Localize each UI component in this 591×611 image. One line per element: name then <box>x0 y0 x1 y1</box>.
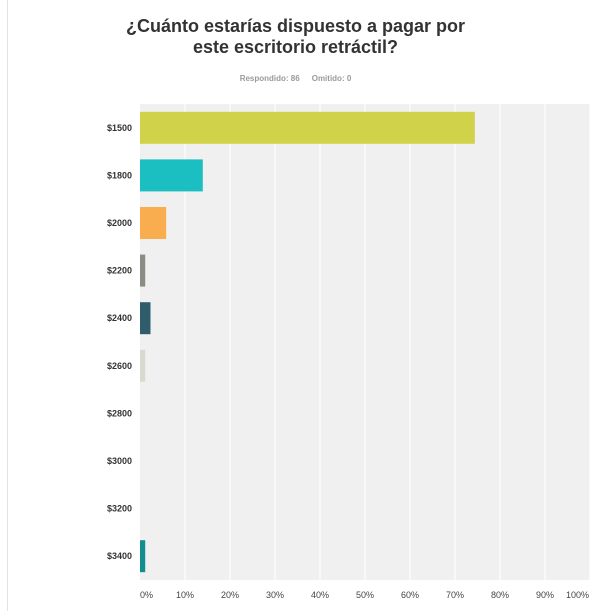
category-label-3000: $3000 <box>107 456 132 466</box>
chart-title: ¿Cuánto estarías dispuesto a pagar por e… <box>0 16 591 58</box>
x-tick-label-10: 10% <box>176 590 194 600</box>
chart-title-line-1: ¿Cuánto estarías dispuesto a pagar por <box>125 16 466 36</box>
x-tick-label-100: 100% <box>566 590 589 600</box>
frame-divider <box>7 0 8 611</box>
answered-count: Respondido: 86 <box>239 74 300 83</box>
x-tick-label-60: 60% <box>401 590 419 600</box>
skipped-count: Omitido: 0 <box>311 74 352 83</box>
chart-title-line-2: este escritorio retráctil? <box>192 37 399 57</box>
bar-1500[interactable] <box>140 111 475 144</box>
x-tick-labels: 0% 10% 20% 30% 40% 50% 60% 70% 80% 90% 100% <box>140 590 589 600</box>
category-label-1500: $1500 <box>107 123 132 133</box>
category-label-2200: $2200 <box>107 266 132 276</box>
x-tick-label-30: 30% <box>266 590 284 600</box>
x-tick-label-90: 90% <box>536 590 554 600</box>
category-labels: $1500 $1800 $2000 $2200 $2400 $2600 $2800 $3000… <box>107 123 132 561</box>
response-stats: Respondido: 86 Omitido: 0 <box>0 74 591 83</box>
category-label-2800: $2800 <box>107 408 132 418</box>
x-tick-label-80: 80% <box>491 590 509 600</box>
bar-2200[interactable] <box>140 254 146 287</box>
bar-2400[interactable] <box>140 302 151 335</box>
x-tick-label-50: 50% <box>356 590 374 600</box>
bars <box>140 111 475 573</box>
category-label-3200: $3200 <box>107 504 132 514</box>
bar-2600[interactable] <box>140 349 146 382</box>
category-label-1800: $1800 <box>107 170 132 180</box>
category-label-2000: $2000 <box>107 218 132 228</box>
category-label-3400: $3400 <box>107 551 132 561</box>
x-tick-label-70: 70% <box>446 590 464 600</box>
bar-2000[interactable] <box>140 207 167 239</box>
bar-3400[interactable] <box>140 540 146 573</box>
category-label-2400: $2400 <box>107 313 132 323</box>
x-tick-label-0: 0% <box>140 590 153 600</box>
x-tick-label-20: 20% <box>221 590 239 600</box>
bar-1800[interactable] <box>140 159 203 192</box>
x-tick-label-40: 40% <box>311 590 329 600</box>
gridlines <box>184 104 591 580</box>
category-label-2600: $2600 <box>107 361 132 371</box>
